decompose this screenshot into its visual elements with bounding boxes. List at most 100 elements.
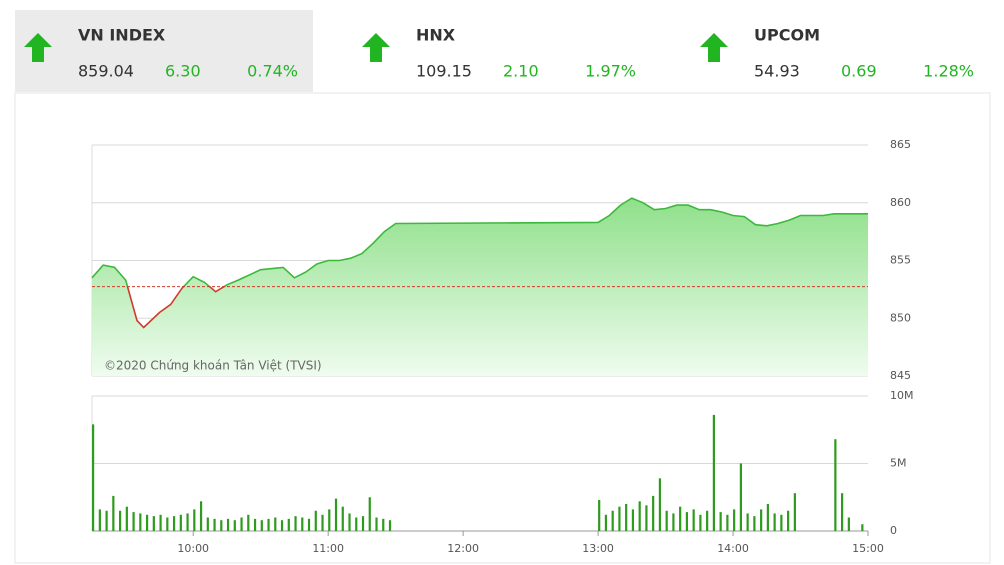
price-area [92, 198, 868, 376]
volume-bar [260, 520, 263, 531]
volume-bar [199, 501, 203, 531]
volume-bar [631, 509, 635, 531]
volume-bar [213, 518, 216, 531]
x-tick-label: 14:00 [717, 542, 749, 555]
volume-bar [105, 510, 108, 531]
volume-bar [294, 516, 297, 531]
volume-bar [179, 514, 182, 531]
up-arrow [700, 33, 728, 62]
volume-bar [314, 510, 317, 531]
volume-bar [611, 510, 614, 531]
x-tick-label: 13:00 [582, 542, 614, 555]
volume-bar [746, 513, 749, 531]
volume-bar [186, 513, 189, 531]
up-arrow [362, 33, 390, 62]
y-tick-label: 865 [890, 138, 911, 151]
volume-bar [159, 514, 162, 531]
y-tick-label: 855 [890, 254, 911, 267]
volume-bar [834, 439, 837, 531]
volume-bar [672, 513, 675, 531]
volume-bar [321, 514, 324, 531]
volume-bar [334, 498, 338, 531]
volume-bar [220, 520, 223, 531]
volume-bar [679, 506, 682, 531]
y-tick-label: 0 [890, 524, 897, 537]
volume-bar [712, 414, 715, 531]
volume-bar [388, 520, 392, 531]
volume-bar [98, 509, 101, 531]
volume-bar [753, 516, 756, 531]
volume-bar [172, 516, 176, 531]
volume-bar [112, 495, 115, 531]
volume-bar [699, 514, 702, 531]
index-percent: 1.28% [923, 62, 974, 81]
volume-bar [92, 424, 95, 531]
volume-bar [847, 517, 850, 531]
index-value: 109.15 [416, 62, 472, 81]
index-change: 6.30 [165, 62, 201, 81]
copyright: ©2020 Chứng khoán Tân Việt (TVSI) [104, 359, 322, 373]
volume-bar [726, 514, 729, 531]
volume-bar [685, 512, 689, 531]
volume-bar [341, 506, 344, 531]
volume-bar [226, 518, 230, 531]
volume-bar [348, 513, 351, 531]
volume-bar [287, 518, 290, 531]
volume-bar [780, 514, 783, 531]
volume-bar [658, 478, 662, 531]
volume-bar [132, 512, 135, 531]
volume-bar [233, 520, 236, 531]
volume-bar [766, 504, 769, 531]
y-tick-label: 10M [890, 389, 914, 402]
volume-bar [382, 518, 385, 531]
x-tick-label: 10:00 [177, 542, 209, 555]
volume-bar [598, 499, 601, 531]
volume-bar [152, 516, 155, 531]
index-name: HNX [416, 26, 456, 45]
price-line [91, 197, 868, 329]
volume-bar [145, 514, 149, 531]
volume-bar [118, 510, 122, 531]
index-name: VN INDEX [78, 26, 166, 45]
volume-bar [861, 524, 864, 531]
index-value: 54.93 [754, 62, 800, 81]
volume-bar [638, 501, 641, 531]
index-value: 859.04 [78, 62, 134, 81]
x-tick-label: 11:00 [312, 542, 344, 555]
volume-bar [706, 510, 709, 531]
volume-bar [274, 517, 277, 531]
index-name: UPCOM [754, 26, 820, 45]
volume-bar [361, 516, 365, 531]
index-percent: 0.74% [247, 62, 298, 81]
volume-bar [793, 493, 796, 531]
volume-bar [733, 509, 736, 531]
volume-bar [247, 514, 250, 531]
volume-bar [328, 509, 331, 531]
volume-bar [301, 517, 304, 531]
volume-bar [193, 509, 196, 531]
index-change: 2.10 [503, 62, 539, 81]
y-tick-label: 5M [890, 457, 907, 470]
volume-bar [692, 509, 695, 531]
volume-bar [773, 513, 776, 531]
volume-bar [645, 505, 648, 531]
volume-bar [253, 518, 257, 531]
volume-bar [280, 520, 284, 531]
index-percent: 1.97% [585, 62, 636, 81]
volume-bar [307, 518, 311, 531]
volume-bar [841, 493, 844, 531]
volume-bar [787, 510, 790, 531]
volume-bar [368, 497, 371, 531]
up-arrow [24, 33, 52, 62]
volume-bar [618, 506, 621, 531]
volume-bar [139, 513, 142, 531]
volume-bar [240, 517, 243, 531]
volume-bar [375, 517, 378, 531]
y-tick-label: 845 [890, 369, 911, 382]
volume-bar [166, 517, 169, 531]
x-tick-label: 12:00 [447, 542, 479, 555]
volume-bar [267, 518, 270, 531]
index-change: 0.69 [841, 62, 877, 81]
volume-bar [652, 495, 655, 531]
